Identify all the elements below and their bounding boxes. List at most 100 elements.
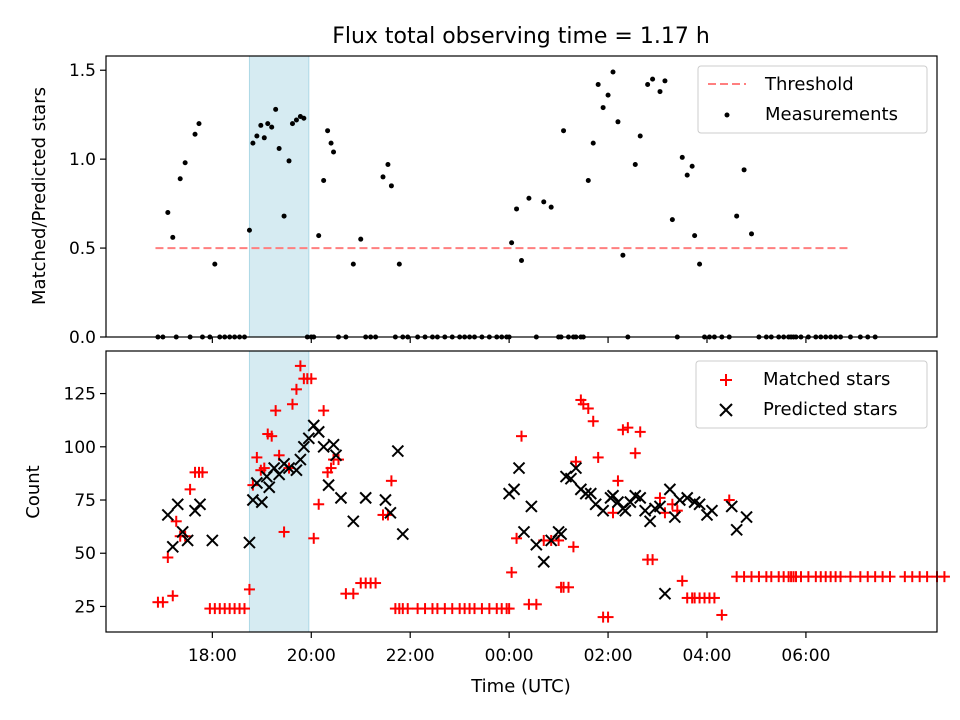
matched-star-point: [506, 566, 518, 578]
predicted-star-point: [705, 504, 719, 517]
bottom-xtick-label: 18:00: [188, 646, 237, 666]
measurement-point: [388, 183, 394, 189]
matched-star-point: [844, 571, 856, 583]
matched-star-point: [938, 571, 950, 583]
bottom-panel: 25 50 75 100 125 18:00 20:00 22:00 00:00 02:00 04…: [23, 350, 950, 697]
predicted-star-point: [517, 525, 531, 539]
measurement-point: [590, 140, 596, 146]
matched-star-point: [385, 475, 397, 487]
measurement-point: [261, 135, 267, 141]
bottom-legend-box: [695, 360, 928, 429]
matched-star-point: [676, 575, 688, 587]
matched-star-point: [270, 405, 282, 417]
measurement-point: [165, 210, 171, 216]
matched-star-point: [313, 498, 325, 510]
measurement-point: [692, 233, 698, 239]
predicted-star-point: [327, 438, 340, 451]
matched-star-point: [370, 577, 382, 589]
predicted-star-point: [329, 449, 343, 462]
predicted-star-point: [246, 493, 260, 507]
measurement-point: [350, 261, 356, 267]
matched-star-point: [511, 532, 523, 544]
measurement-point: [212, 261, 218, 267]
matched-star-point: [607, 507, 619, 519]
matched-star-point: [884, 571, 896, 583]
measurement-point: [301, 115, 307, 121]
predicted-star-point: [554, 527, 568, 541]
predicted-star-point: [725, 500, 738, 513]
measurement-point: [689, 163, 695, 169]
predicted-star-point: [176, 525, 189, 539]
bottom-ytick-label: 100: [64, 438, 96, 458]
measurement-point: [605, 92, 611, 98]
matched-star-point: [612, 475, 624, 487]
measurement-point: [684, 172, 690, 178]
measurement-point: [380, 174, 386, 180]
matched-star-point: [659, 507, 671, 519]
matched-star-point: [318, 405, 330, 417]
predicted-star-point: [302, 432, 316, 445]
top-legend-box: [697, 65, 928, 134]
measurement-point: [734, 213, 740, 219]
matched-star-point: [325, 462, 337, 474]
predicted-star-point: [530, 538, 543, 551]
legend-predicted-label: Predicted stars: [763, 399, 897, 420]
matched-star-point: [167, 590, 179, 602]
matched-star-point: [587, 415, 599, 427]
predicted-star-point: [525, 500, 538, 513]
predicted-star-point: [250, 476, 264, 490]
matched-star-point: [278, 526, 290, 538]
matched-star-point: [308, 532, 320, 544]
bottom-xtick-label: 00:00: [485, 646, 534, 666]
matched-star-point: [562, 581, 574, 593]
measurement-point: [325, 128, 331, 134]
measurement-point: [749, 231, 755, 237]
measurement-point: [645, 81, 651, 87]
predicted-star-point: [171, 498, 184, 511]
measurement-point: [273, 106, 279, 112]
matched-star-point: [622, 422, 634, 434]
bottom-xtick-label: 04:00: [682, 646, 731, 666]
measurement-point: [637, 133, 643, 139]
measurement-point: [514, 206, 520, 212]
predicted-star-point: [307, 419, 320, 432]
bottom-ytick-label: 75: [74, 491, 96, 511]
measurement-point: [741, 167, 747, 173]
top-ytick-label: 0.5: [69, 239, 96, 259]
matched-star-point: [294, 360, 306, 372]
predicted-star-point: [658, 587, 672, 600]
predicted-star-point: [193, 498, 207, 511]
matched-star-point: [251, 451, 263, 463]
matched-star-point: [617, 424, 629, 436]
predicted-star-point: [537, 555, 550, 568]
predicted-star-point: [290, 464, 303, 477]
bottom-xlabel: Time (UTC): [470, 676, 571, 697]
measurement-point: [519, 258, 524, 264]
matched-star-point: [170, 515, 182, 527]
predicted-star-point: [619, 504, 632, 517]
matched-star-point: [654, 492, 666, 504]
predicted-star-point: [379, 493, 392, 507]
measurement-point: [662, 78, 668, 84]
top-highlight-span: [248, 55, 310, 338]
measurement-point: [679, 154, 685, 160]
predicted-star-point: [634, 491, 647, 505]
matched-star-point: [157, 596, 169, 608]
measurement-point: [182, 160, 188, 166]
predicted-star-point: [391, 444, 405, 458]
measurement-point: [600, 105, 606, 111]
predicted-star-point: [161, 508, 175, 522]
measurement-point: [316, 233, 322, 239]
predicted-star-point: [263, 481, 276, 494]
measurement-point: [281, 213, 287, 219]
bottom-ytick-label: 125: [64, 385, 96, 405]
predicted-star-point: [579, 487, 593, 500]
bottom-legend: Matched stars Predicted stars: [695, 360, 928, 429]
legend-matched-label: Matched stars: [763, 369, 890, 390]
measurement-point: [192, 131, 198, 137]
measurement-point: [650, 76, 656, 82]
measurement-point: [196, 121, 202, 127]
matched-star-point: [592, 451, 604, 463]
predicted-star-point: [653, 500, 667, 513]
matched-star-point: [179, 530, 191, 542]
